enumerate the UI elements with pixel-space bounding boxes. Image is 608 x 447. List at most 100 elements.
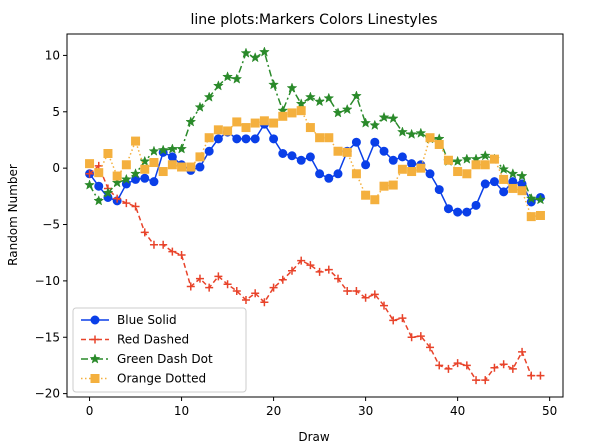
data-point-blue-solid [140, 173, 150, 183]
data-point-orange-dotted [305, 123, 315, 133]
data-point-blue-solid [434, 185, 444, 195]
data-point-orange-dotted [167, 160, 177, 170]
data-point-green-dash-dot [535, 194, 546, 205]
data-point-red-dashed [416, 332, 425, 341]
data-point-orange-dotted [471, 160, 481, 170]
data-point-blue-solid [471, 200, 481, 210]
data-point-blue-solid [315, 169, 325, 179]
data-point-blue-solid [167, 152, 177, 162]
data-point-green-dash-dot [452, 155, 464, 167]
data-point-blue-solid [324, 173, 334, 183]
data-point-orange-dotted [342, 147, 352, 157]
data-point-green-dash-dot [194, 101, 206, 112]
data-point-red-dashed [177, 250, 186, 259]
data-point-orange-dotted [131, 136, 141, 146]
data-point-red-dashed [426, 343, 435, 352]
data-point-orange-dotted [94, 168, 104, 178]
data-point-blue-solid [351, 137, 361, 147]
data-point-red-dashed [508, 364, 517, 373]
data-point-orange-dotted [489, 154, 499, 164]
x-tick-label: 50 [542, 404, 557, 418]
data-point-blue-solid [296, 155, 306, 165]
legend-label-green-dash-dot: Green Dash Dot [117, 352, 213, 366]
data-point-red-dashed [251, 289, 260, 298]
data-point-red-dashed [315, 267, 324, 276]
data-point-orange-dotted [103, 148, 113, 158]
data-point-orange-dotted [324, 133, 334, 143]
data-point-red-dashed [343, 287, 352, 296]
data-point-orange-dotted [296, 106, 306, 116]
data-point-orange-dotted [370, 195, 380, 205]
data-point-blue-solid [489, 177, 499, 187]
data-point-green-dash-dot [84, 179, 95, 190]
data-point-green-dash-dot [516, 170, 528, 181]
x-axis-label: Draw [298, 430, 330, 444]
data-point-orange-dotted [480, 160, 490, 170]
data-point-blue-solid [443, 204, 453, 214]
y-tick-label: −10 [35, 274, 60, 288]
data-point-blue-solid [269, 134, 279, 144]
data-point-red-dashed [241, 296, 250, 305]
y-tick-label: 10 [45, 48, 60, 62]
data-point-red-dashed [223, 280, 232, 289]
data-point-blue-solid [462, 207, 472, 217]
data-point-red-dashed [435, 361, 444, 370]
data-point-orange-dotted [462, 169, 472, 179]
data-point-red-dashed [527, 371, 536, 380]
data-point-red-dashed [149, 240, 158, 249]
data-point-green-dash-dot [157, 144, 169, 155]
y-tick-label: −5 [42, 218, 60, 232]
data-point-green-dash-dot [286, 82, 298, 93]
data-point-orange-dotted [535, 211, 545, 220]
data-point-orange-dotted [333, 146, 343, 156]
data-point-red-dashed [140, 228, 149, 237]
data-point-orange-dotted [407, 167, 417, 177]
data-point-red-dashed [536, 371, 545, 380]
x-axis: 0 10 20 30 40 50 [86, 397, 557, 418]
data-point-green-dash-dot [332, 107, 344, 118]
data-point-orange-dotted [434, 139, 444, 149]
legend-label-orange-dotted: Orange Dotted [117, 372, 206, 386]
data-point-orange-dotted [195, 152, 205, 162]
data-point-orange-dotted [177, 162, 187, 172]
x-tick-label: 20 [266, 404, 281, 418]
data-point-green-dash-dot [166, 143, 178, 154]
data-point-green-dash-dot [258, 46, 270, 57]
data-point-orange-dotted [213, 125, 223, 135]
data-point-orange-dotted [287, 108, 297, 118]
data-point-orange-dotted [425, 133, 435, 143]
data-point-blue-solid [195, 162, 205, 172]
data-point-orange-dotted [149, 158, 159, 168]
data-point-red-dashed [278, 275, 287, 284]
data-point-green-dash-dot [323, 92, 335, 103]
data-point-green-dash-dot [268, 79, 280, 90]
data-point-blue-solid [397, 152, 407, 162]
data-point-orange-dotted [351, 169, 361, 179]
data-point-orange-dotted [85, 159, 95, 169]
data-point-blue-solid [149, 177, 159, 187]
legend-label-red-dashed: Red Dashed [117, 333, 189, 347]
data-point-orange-dotted [361, 190, 371, 200]
data-point-red-dashed [186, 282, 195, 291]
data-point-orange-dotted [499, 174, 509, 184]
data-point-blue-solid [213, 134, 223, 144]
series-red-dashed [85, 161, 545, 385]
plot-area [84, 46, 546, 385]
data-point-green-dash-dot [185, 116, 197, 127]
data-point-red-dashed [85, 169, 94, 178]
data-point-blue-solid [388, 155, 398, 165]
data-point-orange-dotted [278, 111, 288, 121]
data-point-orange-dotted [397, 164, 407, 174]
data-point-blue-solid [287, 151, 297, 161]
data-point-red-dashed [444, 364, 453, 373]
data-point-red-dashed [462, 361, 471, 370]
series-line-green-dash-dot [88, 50, 541, 202]
y-axis: −20 −15 −10 −5 0 5 10 [35, 48, 67, 401]
data-point-blue-solid [250, 134, 260, 144]
data-point-orange-dotted [526, 212, 536, 222]
data-point-red-dashed [195, 274, 204, 283]
data-point-red-dashed [370, 290, 379, 299]
legend-marker-orange-dotted [90, 374, 100, 383]
y-axis-label: Random Number [6, 164, 20, 266]
